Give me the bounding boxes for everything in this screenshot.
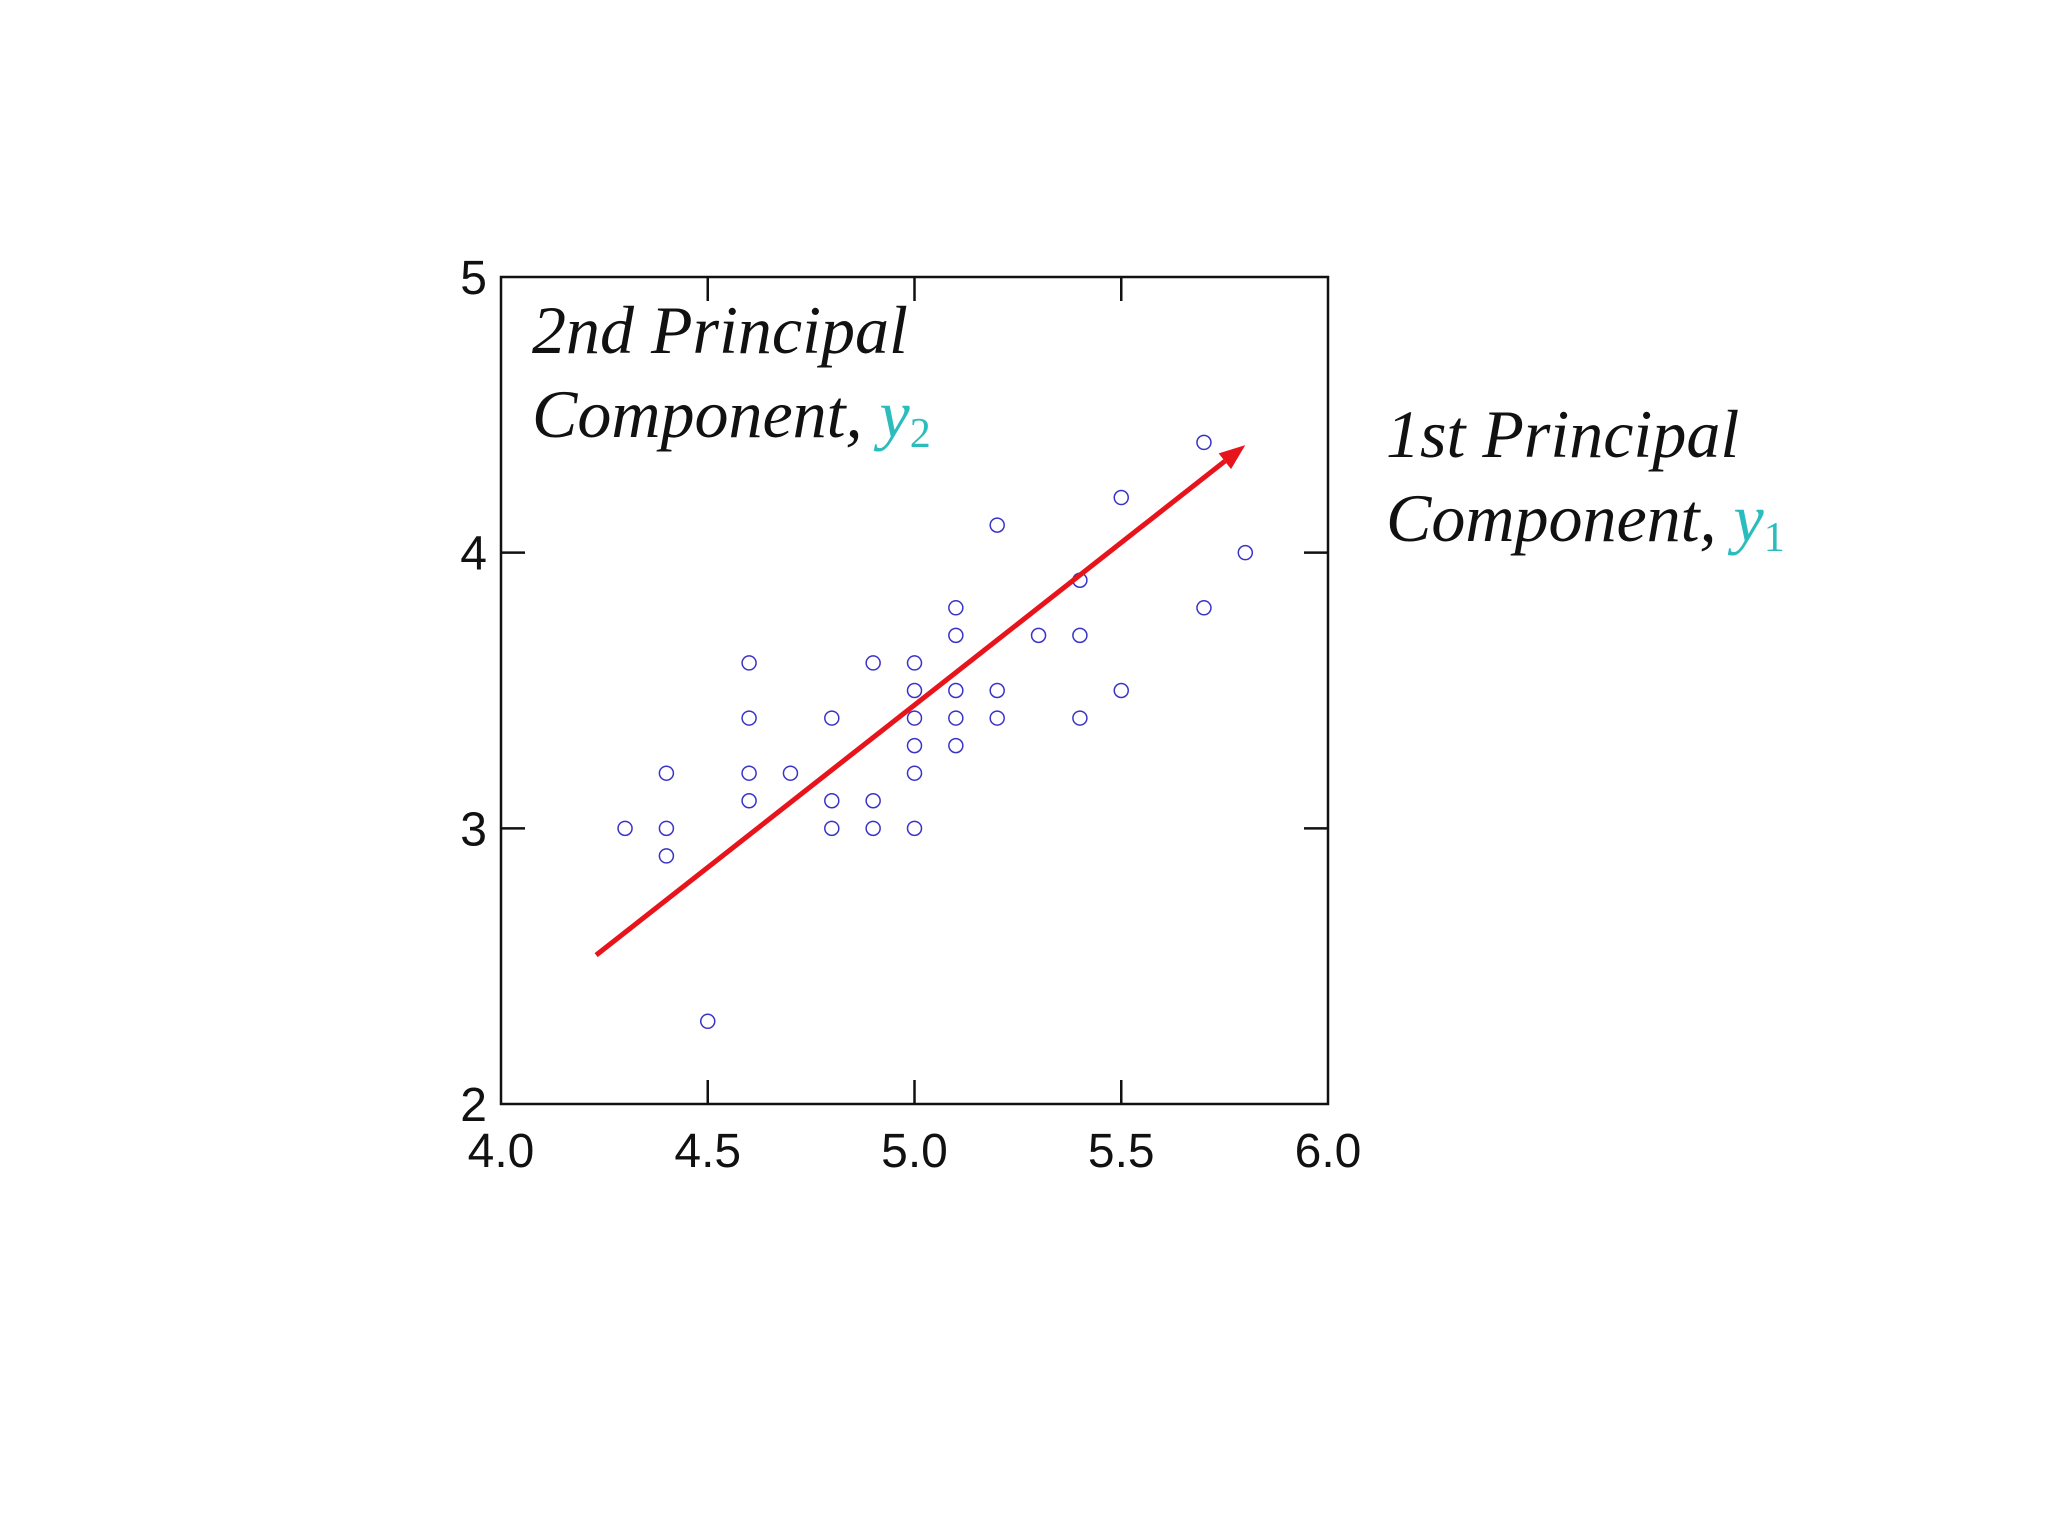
data-point xyxy=(906,737,923,754)
data-point xyxy=(617,820,633,837)
principal-component-arrow xyxy=(594,445,1246,958)
y-tick-label: 5 xyxy=(460,252,487,305)
data-point xyxy=(1196,434,1212,451)
data-point xyxy=(1113,682,1129,699)
annotation-1st-label: Component, xyxy=(1386,480,1734,556)
data-point xyxy=(989,682,1005,699)
x-tick-label: 5.0 xyxy=(881,1125,948,1178)
data-point xyxy=(700,1013,716,1030)
annotation-2nd-label: Component, xyxy=(532,376,880,452)
data-point xyxy=(741,793,757,809)
data-point xyxy=(824,793,840,809)
arrow-head xyxy=(1218,445,1246,470)
data-point xyxy=(1072,710,1088,726)
data-point xyxy=(1113,489,1129,506)
data-point xyxy=(906,655,923,671)
annotation-1st-line1: 1st Principal xyxy=(1386,396,1740,472)
annotation-1st-line2: Component, y1 xyxy=(1386,476,1785,580)
data-point xyxy=(948,627,964,644)
data-point xyxy=(782,765,799,781)
annotation-2nd-line1: 2nd Principal xyxy=(532,292,908,368)
data-point xyxy=(906,820,923,837)
data-point xyxy=(1237,544,1254,561)
symbol-y1: y xyxy=(1733,480,1764,556)
data-point xyxy=(906,682,923,699)
data-point xyxy=(906,710,923,726)
data-point xyxy=(658,848,675,864)
plot-axes: 4.0 4.5 5.0 5.5 6.0 2 3 4 5 xyxy=(460,252,1361,1178)
data-point xyxy=(948,682,964,699)
symbol-y2: y xyxy=(879,376,910,452)
y-tick-label: 2 xyxy=(460,1079,487,1132)
annotation-2nd-principal-component: 2nd Principal Component, y2 xyxy=(532,288,931,476)
data-point xyxy=(865,820,881,837)
data-point xyxy=(658,765,675,781)
y-tick-label: 4 xyxy=(460,528,487,581)
data-point xyxy=(1072,627,1088,644)
data-point xyxy=(865,655,881,671)
x-tick-label: 4.5 xyxy=(674,1125,741,1178)
data-point xyxy=(741,655,757,671)
x-tick-label: 5.5 xyxy=(1088,1125,1155,1178)
data-point xyxy=(1030,627,1047,644)
data-point xyxy=(824,820,840,837)
data-point xyxy=(741,765,757,781)
annotation-2nd-line2: Component, y2 xyxy=(532,372,931,476)
data-point xyxy=(824,710,840,726)
data-point xyxy=(741,710,757,726)
data-point xyxy=(948,737,964,754)
y-tick-label: 3 xyxy=(460,803,487,856)
data-point xyxy=(906,765,923,781)
data-point xyxy=(948,710,964,726)
data-point xyxy=(1196,600,1212,616)
subscript-1: 1 xyxy=(1763,515,1785,561)
subscript-2: 2 xyxy=(909,411,931,457)
x-tick-label: 6.0 xyxy=(1295,1125,1362,1178)
x-tick-label: 4.0 xyxy=(468,1125,535,1178)
data-point xyxy=(658,820,675,837)
data-point xyxy=(865,793,881,809)
data-point xyxy=(989,517,1005,533)
arrow-shaft xyxy=(594,459,1227,958)
annotation-2nd-symbol: y2 xyxy=(879,376,931,457)
annotation-1st-principal-component: 1st Principal Component, y1 xyxy=(1386,392,1785,580)
data-point xyxy=(989,710,1005,726)
data-point xyxy=(948,600,964,616)
annotation-1st-symbol: y1 xyxy=(1733,480,1785,561)
scatter-points xyxy=(617,434,1254,1030)
